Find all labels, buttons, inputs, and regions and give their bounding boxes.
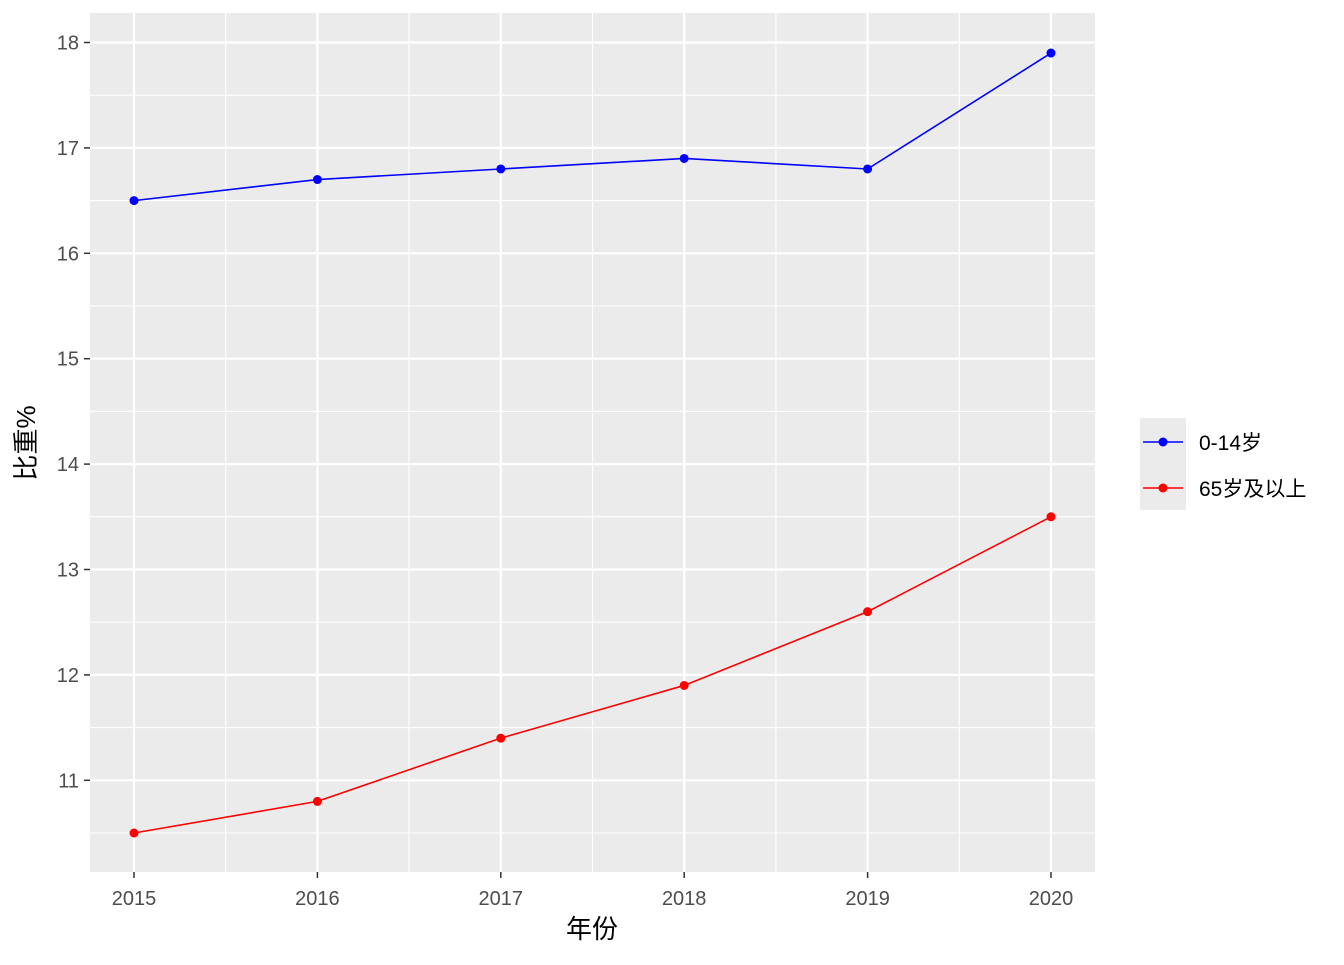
legend-key-background (1140, 418, 1186, 510)
series-lines (129, 48, 1056, 838)
data-point (863, 607, 873, 617)
data-point (496, 733, 506, 743)
x-tick-label: 2018 (662, 888, 707, 910)
y-tick-label: 12 (57, 665, 79, 687)
data-point (679, 680, 689, 690)
x-tick-label: 2016 (295, 888, 340, 910)
data-point (679, 153, 689, 163)
axes: 11 12 13 14 15 16 17 18 2015 2016 2017 2018 2019 2020 (57, 33, 1073, 910)
x-tick-label: 2017 (479, 888, 524, 910)
series-line (133, 52, 1052, 202)
legend-label: 0-14岁 (1199, 432, 1262, 455)
y-axis-label: 比重% (11, 405, 41, 480)
legend: 0-14岁 65岁及以上 (1140, 418, 1306, 510)
x-tick-label: 2015 (112, 888, 157, 910)
y-tick-label: 17 (57, 138, 79, 160)
legend-item-0: 0-14岁 (1143, 432, 1262, 455)
grid-lines (90, 13, 1095, 872)
series-line (133, 516, 1052, 834)
y-tick-label: 11 (58, 770, 79, 792)
y-tick-label: 13 (57, 560, 79, 582)
legend-item-1: 65岁及以上 (1143, 478, 1306, 501)
legend-key-point (1158, 437, 1168, 447)
legend-label: 65岁及以上 (1199, 478, 1306, 501)
x-tick-label: 2019 (845, 888, 890, 910)
data-point (1046, 48, 1056, 58)
data-point (129, 196, 139, 206)
data-point (863, 164, 873, 174)
y-tick-label: 14 (57, 454, 79, 476)
y-tick-label: 18 (57, 33, 79, 55)
series-1 (129, 512, 1056, 838)
data-point (496, 164, 506, 174)
data-point (129, 828, 139, 838)
y-tick-label: 15 (57, 349, 79, 371)
series-0 (129, 48, 1056, 206)
x-axis-label: 年份 (566, 914, 618, 944)
data-point (1046, 512, 1056, 522)
x-tick-label: 2020 (1029, 888, 1074, 910)
data-point (312, 796, 322, 806)
data-point (312, 175, 322, 185)
legend-key-point (1158, 483, 1168, 493)
y-tick-label: 16 (57, 243, 79, 265)
